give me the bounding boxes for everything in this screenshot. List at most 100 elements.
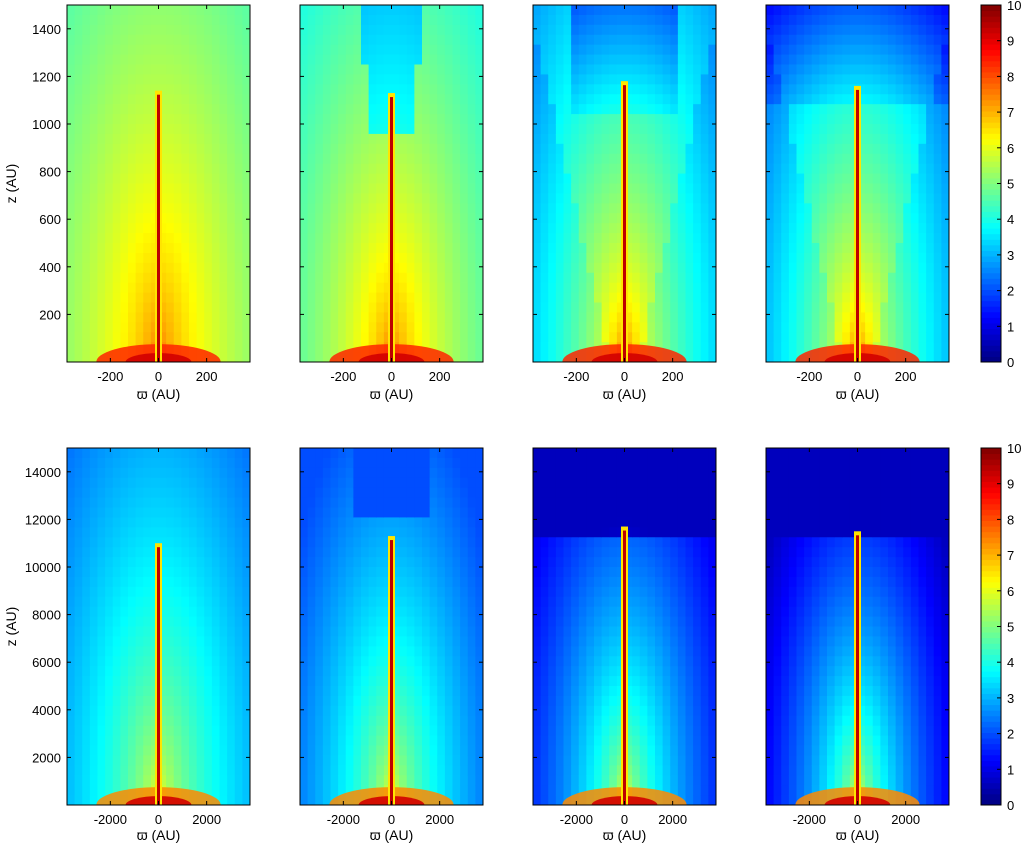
field-cell xyxy=(189,223,198,234)
field-cell xyxy=(700,104,709,115)
field-cell xyxy=(219,775,228,786)
field-cell xyxy=(128,302,137,314)
field-cell xyxy=(361,507,370,519)
field-cell xyxy=(555,173,565,185)
field-cell xyxy=(219,646,228,657)
field-cell xyxy=(67,596,76,608)
field-cell xyxy=(677,223,687,234)
field-cell xyxy=(189,507,198,519)
field-cell xyxy=(97,252,106,264)
field-cell xyxy=(773,282,782,294)
field-cell xyxy=(242,143,250,155)
field-cell xyxy=(766,5,775,16)
field-cell xyxy=(128,636,137,647)
field-cell xyxy=(219,213,228,224)
field-cell xyxy=(135,715,144,727)
field-cell xyxy=(143,507,152,519)
field-cell xyxy=(361,282,370,294)
field-cell xyxy=(322,302,332,314)
field-cell xyxy=(181,517,190,528)
field-cell xyxy=(330,312,339,323)
field-cell xyxy=(540,302,549,314)
field-cell xyxy=(300,567,309,578)
field-cell xyxy=(376,725,385,737)
field-cell xyxy=(166,173,175,185)
field-cell xyxy=(150,686,160,697)
field-cell xyxy=(105,233,114,244)
field-cell xyxy=(391,14,400,26)
field-cell xyxy=(399,252,408,264)
field-cell xyxy=(880,133,889,145)
field-cell xyxy=(300,94,309,105)
field-cell xyxy=(345,666,354,677)
field-cell xyxy=(467,124,476,135)
field-cell xyxy=(105,213,114,224)
field-cell xyxy=(594,153,603,165)
field-cell xyxy=(571,312,580,323)
field-cell xyxy=(67,636,76,647)
field-cell xyxy=(158,626,167,638)
field-cell xyxy=(601,252,610,264)
field-cell xyxy=(300,124,309,135)
field-cell xyxy=(166,5,175,16)
field-cell xyxy=(112,223,121,234)
field-cell xyxy=(865,302,874,314)
field-cell xyxy=(880,124,889,135)
field-cell xyxy=(181,477,190,489)
field-cell xyxy=(322,497,332,509)
field-cell xyxy=(173,84,182,95)
field-cell xyxy=(330,467,339,479)
field-cell xyxy=(227,124,236,135)
field-cell xyxy=(150,193,160,204)
field-cell xyxy=(632,203,641,214)
field-cell xyxy=(128,322,137,333)
field-cell xyxy=(150,332,160,343)
field-cell xyxy=(766,74,775,85)
y-tick-label: 200 xyxy=(39,307,61,322)
field-cell xyxy=(330,606,339,618)
field-cell xyxy=(834,163,843,175)
field-cell xyxy=(242,322,250,333)
field-cell xyxy=(571,34,580,46)
field-cell xyxy=(376,765,385,776)
field-cell xyxy=(368,557,377,568)
field-cell xyxy=(135,517,144,528)
field-cell xyxy=(555,302,565,314)
field-cell xyxy=(609,84,618,95)
field-cell xyxy=(700,302,709,314)
field-cell xyxy=(857,14,866,26)
field-cell xyxy=(578,64,587,76)
field-cell xyxy=(181,64,190,76)
field-cell xyxy=(399,104,408,115)
field-cell xyxy=(173,547,182,558)
field-cell xyxy=(67,695,76,707)
field-cell xyxy=(910,282,920,294)
field-cell xyxy=(444,302,454,314)
field-cell xyxy=(895,203,904,214)
field-cell xyxy=(315,448,324,459)
field-cell xyxy=(345,448,354,459)
field-cell xyxy=(391,745,400,757)
field-cell xyxy=(437,14,446,26)
field-cell xyxy=(135,84,144,95)
field-cell xyxy=(632,5,641,16)
field-cell xyxy=(97,517,106,528)
field-cell xyxy=(540,322,549,333)
field-cell xyxy=(135,735,144,747)
field-cell xyxy=(74,676,83,687)
field-cell xyxy=(315,636,324,647)
field-cell xyxy=(97,213,106,224)
field-cell xyxy=(811,252,820,264)
field-cell xyxy=(804,223,813,234)
field-cell xyxy=(330,24,339,36)
field-cell xyxy=(781,14,790,26)
field-cell xyxy=(150,715,160,727)
field-cell xyxy=(112,282,121,294)
field-cell xyxy=(842,322,851,333)
field-cell xyxy=(460,282,469,294)
field-cell xyxy=(211,755,221,766)
field-cell xyxy=(399,173,408,185)
field-cell xyxy=(67,173,76,185)
field-cell xyxy=(74,183,83,195)
field-cell xyxy=(74,252,83,264)
